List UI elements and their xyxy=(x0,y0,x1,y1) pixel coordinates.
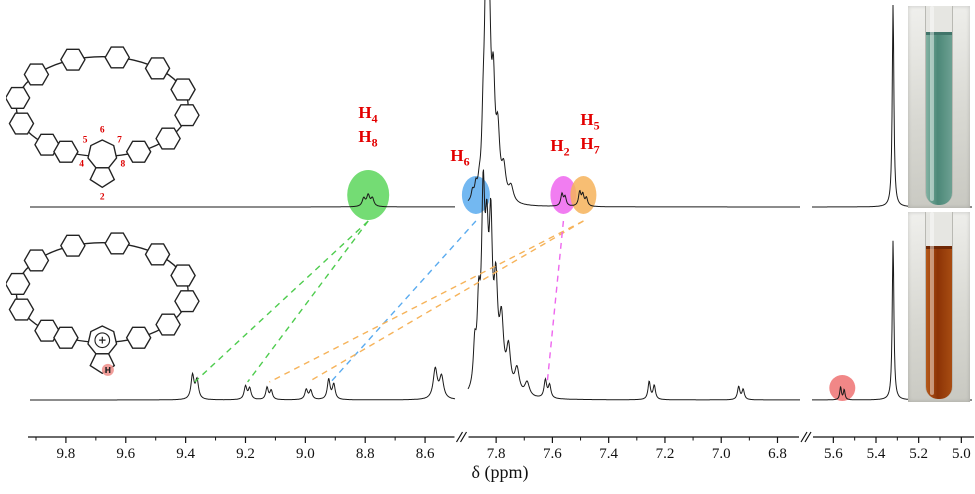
axis-tick-label: 9.0 xyxy=(296,446,315,462)
peak-label-h5: H5 xyxy=(580,110,600,133)
axis-tick-label: 7.2 xyxy=(656,446,675,462)
assignment-connector xyxy=(194,220,369,383)
axis-tick-label: 9.6 xyxy=(116,446,135,462)
protonated-macrocycle-structure: + H xyxy=(6,232,200,376)
axis-tick-label: 7.8 xyxy=(487,446,506,462)
assignment-connector xyxy=(546,220,565,383)
axis-tick-label: 9.8 xyxy=(57,446,76,462)
assignment-connector xyxy=(269,220,584,383)
glass-highlight xyxy=(930,6,934,201)
peak-label-h6: H6 xyxy=(450,146,470,169)
peak-label-h7: H7 xyxy=(580,134,600,157)
nmr-trace-neutral-nanoring-seg2 xyxy=(467,0,800,208)
position-label-5: 5 xyxy=(83,136,88,146)
azulene-pentagon xyxy=(89,167,116,189)
sp3-h-highlight-circle xyxy=(101,363,114,376)
axis-break-slash xyxy=(459,431,468,443)
highlight-h2 xyxy=(550,176,577,214)
axis-tick-label: 9.2 xyxy=(236,446,255,462)
highlight-h4-h8 xyxy=(347,170,390,220)
assignment-connector xyxy=(307,220,584,383)
azulene-heptagon xyxy=(87,139,118,169)
sample-photo-protonated xyxy=(908,212,970,402)
axis-break-slash xyxy=(804,431,812,443)
axis-tick-label: 9.4 xyxy=(176,446,195,462)
assignment-connector xyxy=(247,220,369,383)
nmr-trace-protonated-nanoring-seg2 xyxy=(467,169,800,401)
axis-break-gap xyxy=(799,432,813,442)
axis-tick-label: 5.6 xyxy=(824,446,843,462)
nmr-tube-red xyxy=(925,212,953,399)
x-axis-label: δ (ppm) xyxy=(471,462,529,482)
peak-label-h8: H8 xyxy=(358,127,378,150)
axis-tick-label: 8.8 xyxy=(356,446,375,462)
position-label-8: 8 xyxy=(121,160,126,170)
axis-tick-label: 7.4 xyxy=(599,446,618,462)
tropylium-circle xyxy=(94,332,111,349)
position-label-2: 2 xyxy=(100,192,105,202)
axis-break-slash xyxy=(800,431,808,443)
axis-tick-label: 6.8 xyxy=(768,446,787,462)
peak-label-h2: H2 xyxy=(550,136,570,159)
peak-label-h4: H4 xyxy=(358,103,378,126)
nmr-trace-protonated-nanoring-seg1 xyxy=(30,366,456,401)
position-label-7: 7 xyxy=(117,136,122,146)
axis-tick-label: 5.4 xyxy=(867,446,886,462)
sp3-h-label: H xyxy=(105,366,111,375)
axis-tick-label: 5.2 xyxy=(909,446,928,462)
axis-tick-label: 7.0 xyxy=(712,446,731,462)
green-solution xyxy=(926,32,952,205)
axis-break-slash xyxy=(455,431,464,443)
highlight-sp3-ch xyxy=(829,375,856,401)
sample-photo-neutral xyxy=(908,6,970,208)
red-solution xyxy=(926,246,952,399)
tropylium-plus-sign: + xyxy=(98,335,107,347)
glass-highlight xyxy=(930,212,934,395)
position-label-4: 4 xyxy=(79,160,84,170)
axis-break-gap xyxy=(454,432,469,442)
neutral-macrocycle-structure: 4 5 6 7 8 2 xyxy=(6,46,200,202)
position-label-6: 6 xyxy=(100,125,105,135)
axis-tick-label: 5.0 xyxy=(952,446,971,462)
nmr-trace-neutral-nanoring-seg1 xyxy=(30,193,455,208)
assignment-connector xyxy=(330,220,477,383)
axis-tick-label: 7.6 xyxy=(543,446,562,462)
axis-tick-label: 8.6 xyxy=(416,446,435,462)
nmr-tube-green xyxy=(925,6,953,205)
